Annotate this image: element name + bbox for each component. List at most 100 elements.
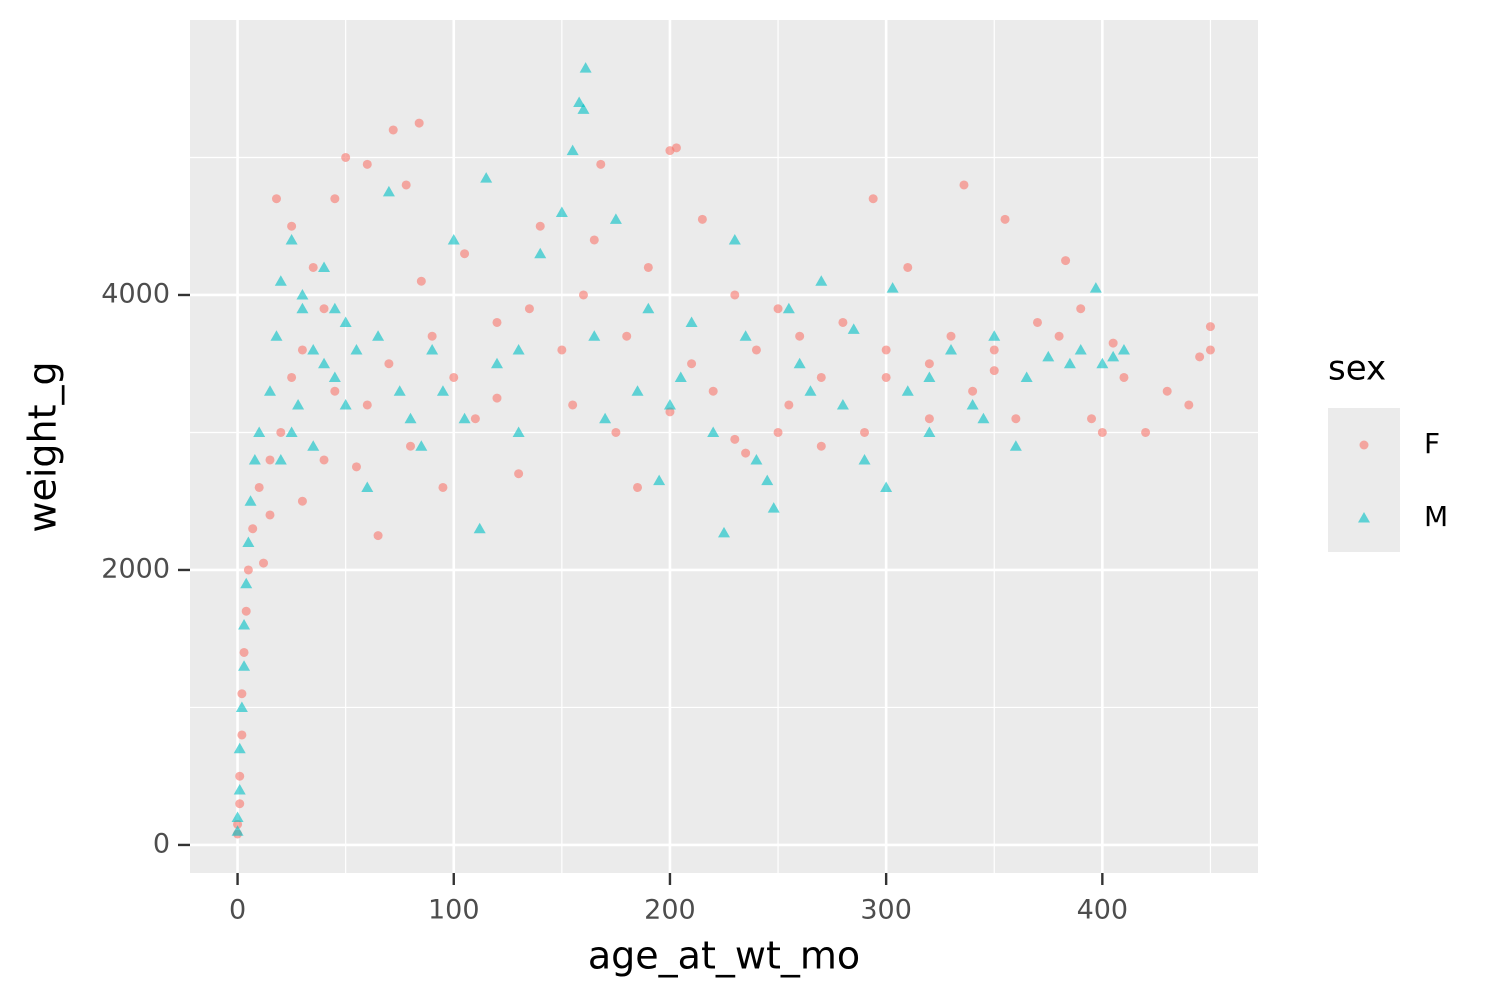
point <box>480 172 493 183</box>
point <box>318 261 331 272</box>
point <box>233 819 243 829</box>
point <box>287 372 297 382</box>
point <box>307 440 320 451</box>
point <box>470 414 480 424</box>
point <box>351 462 361 472</box>
point <box>259 558 269 568</box>
x-tick-label: 100 <box>428 895 480 926</box>
point <box>901 385 914 396</box>
point <box>242 536 255 547</box>
point <box>263 385 276 396</box>
panel <box>190 20 1258 873</box>
point <box>860 427 870 437</box>
grid <box>190 20 1258 873</box>
point <box>238 618 251 630</box>
point <box>989 345 999 355</box>
legend-marker <box>1359 440 1369 450</box>
point <box>959 180 969 190</box>
point <box>577 103 590 114</box>
point <box>816 441 826 451</box>
point <box>350 343 363 355</box>
point <box>588 330 601 341</box>
point <box>718 526 730 538</box>
point <box>968 386 978 396</box>
point <box>1184 400 1194 410</box>
point <box>750 453 763 465</box>
point <box>490 357 503 369</box>
point <box>406 441 416 451</box>
point <box>237 730 247 740</box>
point <box>793 357 806 369</box>
point <box>297 345 307 355</box>
point <box>388 125 398 135</box>
point <box>235 701 248 712</box>
point <box>685 316 698 327</box>
point <box>858 453 871 465</box>
legend-label: F <box>1424 427 1440 460</box>
point <box>923 371 936 382</box>
point <box>988 330 1001 341</box>
legend-label: M <box>1424 500 1448 533</box>
point <box>804 385 817 396</box>
point <box>274 453 287 465</box>
point <box>923 426 936 437</box>
x-axis-label: age_at_wt_mo <box>588 934 860 978</box>
point <box>633 482 643 492</box>
point <box>642 302 655 314</box>
point <box>265 510 275 520</box>
point <box>416 276 426 286</box>
point <box>977 412 990 424</box>
point <box>362 400 372 410</box>
point <box>568 400 578 410</box>
point <box>285 233 298 245</box>
point <box>382 185 395 197</box>
point <box>361 481 374 492</box>
legend-title: sex <box>1328 349 1386 389</box>
point <box>653 474 666 486</box>
point <box>372 330 385 341</box>
point <box>924 414 934 424</box>
point <box>328 371 341 382</box>
point <box>1119 372 1129 382</box>
point <box>362 159 372 169</box>
point <box>243 565 253 575</box>
point <box>1205 322 1215 332</box>
point <box>233 783 246 795</box>
y-tick-label: 2000 <box>101 553 170 584</box>
point <box>816 372 826 382</box>
point <box>1000 214 1010 224</box>
point <box>307 343 320 355</box>
point <box>631 385 644 396</box>
point <box>741 448 751 458</box>
point <box>599 412 612 424</box>
point <box>253 426 266 437</box>
point <box>447 233 460 245</box>
point <box>1032 317 1042 327</box>
point <box>1162 386 1172 396</box>
point <box>687 359 697 369</box>
point <box>330 386 340 396</box>
point <box>1061 256 1071 266</box>
point <box>319 455 329 465</box>
point <box>512 426 525 437</box>
point <box>1096 357 1109 369</box>
point <box>836 398 849 410</box>
point <box>707 426 720 437</box>
point <box>1011 414 1021 424</box>
point <box>1054 331 1064 341</box>
point <box>989 366 999 376</box>
point <box>1141 427 1151 437</box>
point <box>270 330 283 341</box>
point <box>308 262 318 272</box>
point <box>1108 338 1118 348</box>
x-tick-label: 300 <box>860 895 912 926</box>
point <box>596 159 606 169</box>
point <box>578 290 588 300</box>
point <box>589 235 599 245</box>
point <box>287 221 297 231</box>
point <box>782 302 795 314</box>
point <box>663 398 676 410</box>
point <box>881 372 891 382</box>
point <box>924 359 934 369</box>
point <box>773 427 783 437</box>
